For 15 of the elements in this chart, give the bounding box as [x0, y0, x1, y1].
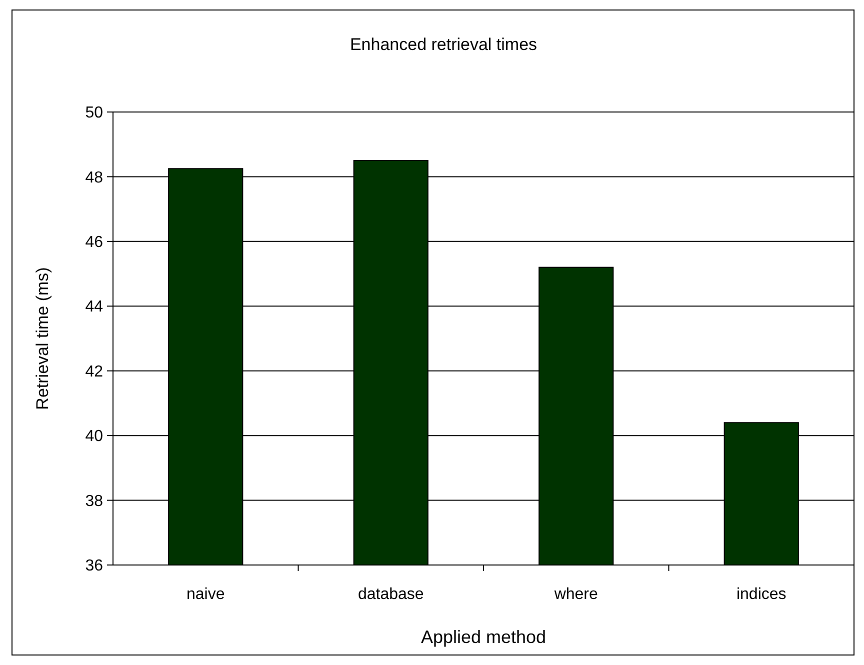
y-tick-label: 36: [85, 558, 104, 575]
y-axis-title: Retrieval time (ms): [33, 267, 52, 410]
x-tick-label: indices: [736, 586, 786, 603]
chart-title: Enhanced retrieval times: [350, 35, 538, 54]
y-tick-label: 40: [85, 428, 104, 446]
x-axis-title: Applied method: [420, 627, 546, 647]
y-tick-label: 46: [85, 234, 104, 252]
y-tick-label: 48: [85, 169, 104, 186]
y-tick-label: 44: [85, 298, 104, 316]
y-tick-label: 50: [85, 104, 104, 122]
y-tick-label: 42: [85, 363, 104, 380]
x-tick-label: where: [553, 586, 598, 603]
x-tick-label: database: [358, 586, 424, 603]
x-tick-label: naive: [186, 586, 225, 603]
y-tick-label: 38: [85, 492, 104, 510]
